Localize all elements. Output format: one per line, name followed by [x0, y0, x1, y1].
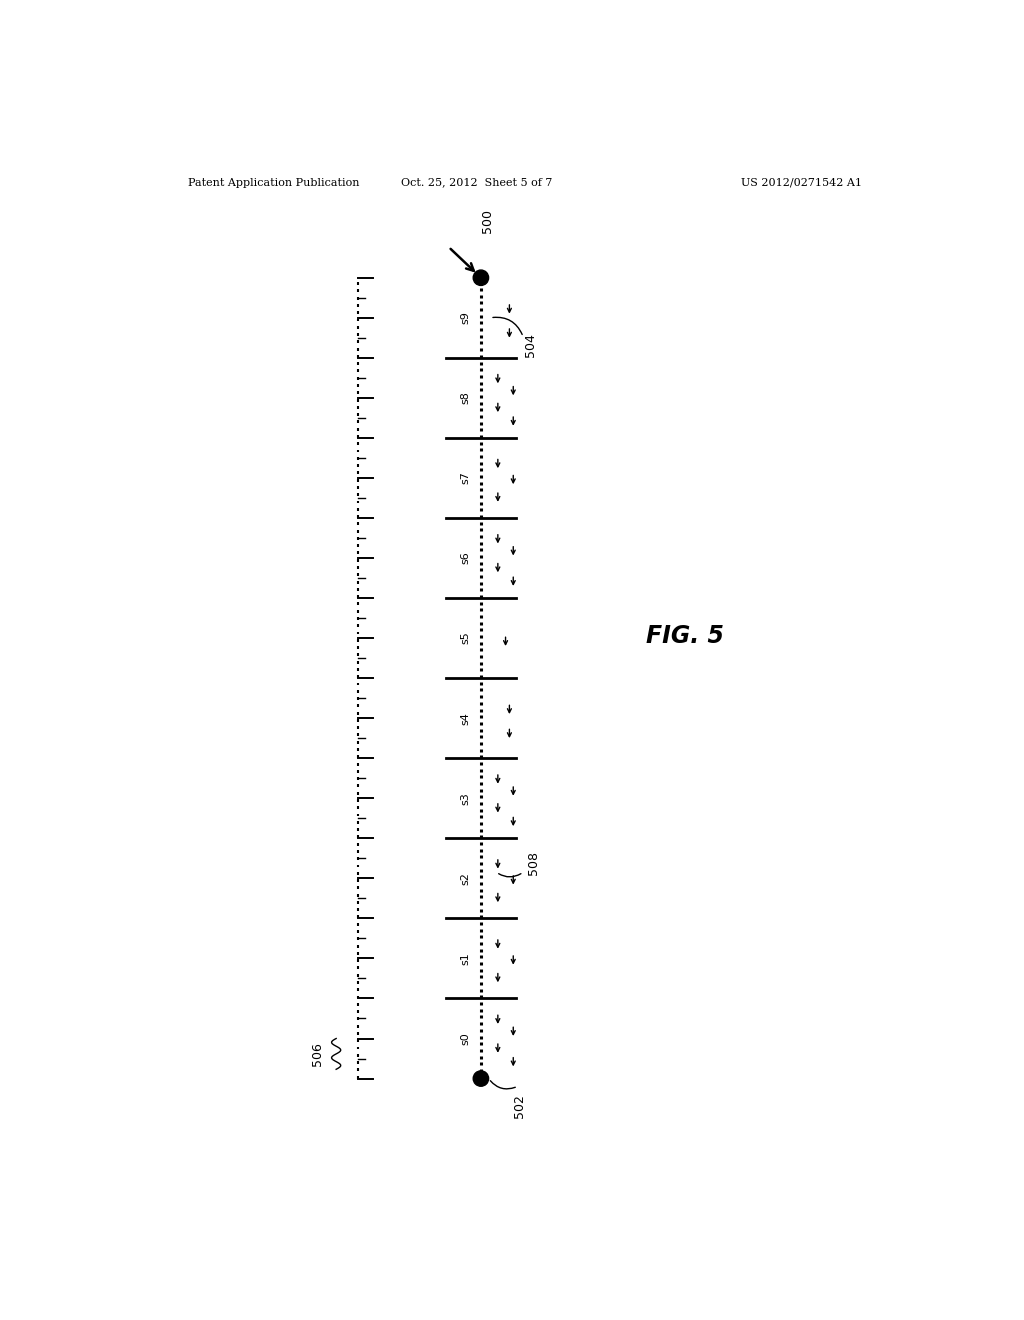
Text: 506: 506: [311, 1041, 325, 1065]
Text: 502: 502: [513, 1094, 526, 1118]
Text: s9: s9: [461, 312, 470, 325]
Text: s3: s3: [461, 792, 470, 805]
Text: 500: 500: [480, 209, 494, 234]
Text: s7: s7: [461, 471, 470, 484]
Circle shape: [473, 271, 488, 285]
Text: s2: s2: [461, 873, 470, 884]
Text: s1: s1: [461, 952, 470, 965]
Text: US 2012/0271542 A1: US 2012/0271542 A1: [741, 178, 862, 187]
Text: 508: 508: [526, 851, 540, 875]
Text: s6: s6: [461, 552, 470, 565]
Text: 504: 504: [524, 333, 538, 356]
Text: FIG. 5: FIG. 5: [646, 624, 724, 648]
Text: s8: s8: [461, 392, 470, 404]
Text: Oct. 25, 2012  Sheet 5 of 7: Oct. 25, 2012 Sheet 5 of 7: [401, 178, 553, 187]
Text: s4: s4: [461, 711, 470, 725]
Circle shape: [473, 1071, 488, 1086]
Text: s0: s0: [461, 1032, 470, 1045]
Text: Patent Application Publication: Patent Application Publication: [188, 178, 359, 187]
Text: s5: s5: [461, 632, 470, 644]
